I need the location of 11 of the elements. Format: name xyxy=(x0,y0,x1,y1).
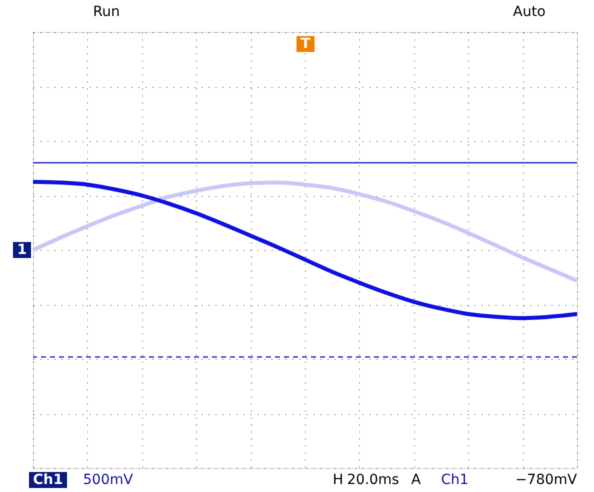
text: 500mV xyxy=(83,472,134,488)
text: −780mV xyxy=(515,472,578,488)
text: Ch1 xyxy=(441,472,469,488)
text: Ch1 xyxy=(33,472,63,488)
text: H xyxy=(332,472,344,488)
text: A xyxy=(411,472,422,488)
text: Auto xyxy=(513,4,546,20)
text: 1 xyxy=(17,242,27,258)
text: Run xyxy=(93,4,120,20)
text: T xyxy=(300,36,311,52)
text: 20.0ms xyxy=(347,472,400,488)
